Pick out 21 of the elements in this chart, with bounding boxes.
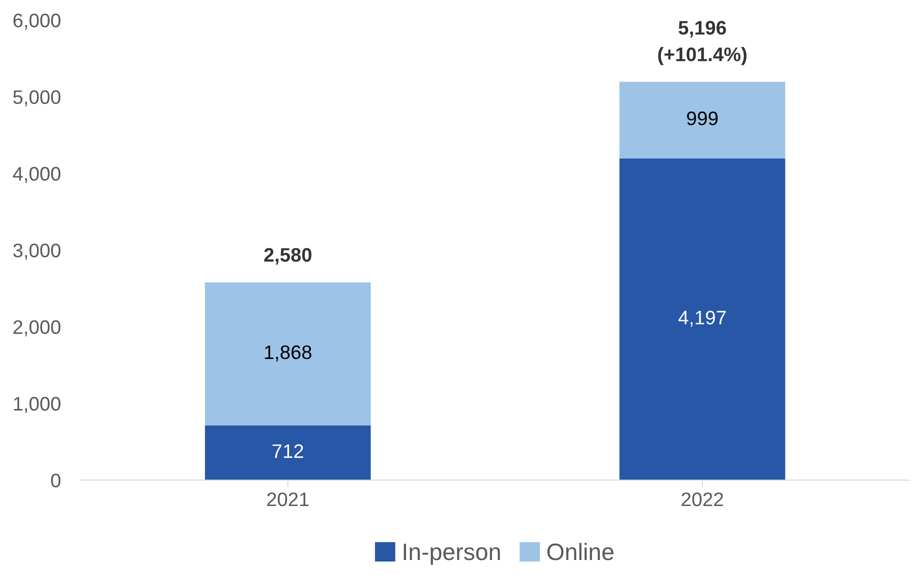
y-tick-label: 1,000	[14, 396, 60, 413]
legend-label: In-person	[404, 544, 500, 565]
bar	[619, 158, 786, 480]
y-tick-label: 2,000	[13, 320, 60, 336]
y-tick-label: 4,000	[12, 166, 60, 183]
y-tick-label: 3,000	[13, 244, 60, 260]
x-tick-label: 2022	[682, 492, 723, 506]
data-label: 712	[272, 444, 304, 458]
data-label: 4,197	[678, 310, 726, 327]
data-label: 1,868	[265, 345, 312, 362]
legend-label: Online	[547, 542, 614, 560]
y-tick-label: 0	[51, 474, 60, 488]
data-label: 999	[687, 112, 718, 126]
total-label: 2,580	[264, 248, 312, 265]
bar	[619, 82, 786, 158]
bar	[204, 426, 371, 480]
y-tick-label: 6,000	[13, 14, 60, 30]
total-label: 5,196 (+101.4%)	[658, 20, 747, 66]
x-tick-label: 2021	[267, 492, 309, 506]
bar	[204, 282, 371, 426]
y-tick-label: 5,000	[13, 90, 60, 106]
